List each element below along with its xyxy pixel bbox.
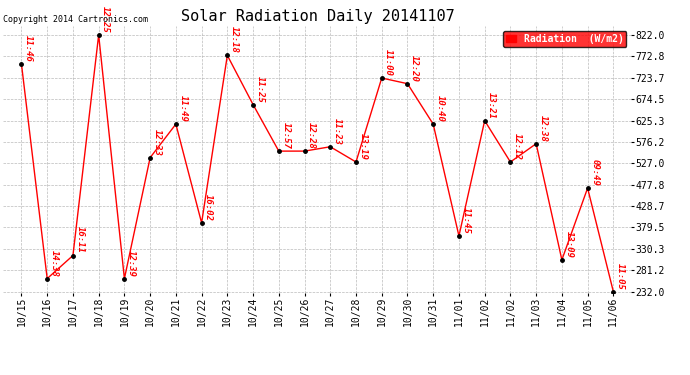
Text: 12:57: 12:57 xyxy=(282,122,290,149)
Text: 16:02: 16:02 xyxy=(204,194,213,221)
Text: 12:33: 12:33 xyxy=(152,129,161,156)
Text: 12:39: 12:39 xyxy=(127,249,136,276)
Text: Copyright 2014 Cartronics.com: Copyright 2014 Cartronics.com xyxy=(3,15,148,24)
Text: 16:11: 16:11 xyxy=(75,226,84,254)
Text: 12:12: 12:12 xyxy=(513,133,522,160)
Text: 11:49: 11:49 xyxy=(179,95,188,122)
Text: 12:28: 12:28 xyxy=(307,122,316,149)
Text: 10:40: 10:40 xyxy=(436,95,445,122)
Text: 11:25: 11:25 xyxy=(255,75,265,102)
Text: 12:25: 12:25 xyxy=(101,6,110,33)
Text: 09:49: 09:49 xyxy=(590,159,599,186)
Text: 13:21: 13:21 xyxy=(487,92,496,118)
Text: 11:46: 11:46 xyxy=(24,35,33,62)
Text: 11:05: 11:05 xyxy=(616,262,625,290)
Text: 11:00: 11:00 xyxy=(384,49,393,76)
Text: 12:38: 12:38 xyxy=(539,115,548,141)
Text: 11:45: 11:45 xyxy=(462,207,471,234)
Title: Solar Radiation Daily 20141107: Solar Radiation Daily 20141107 xyxy=(181,9,454,24)
Text: 13:19: 13:19 xyxy=(359,133,368,160)
Text: 13:09: 13:09 xyxy=(564,231,573,258)
Text: 12:20: 12:20 xyxy=(410,55,419,81)
Legend: Radiation  (W/m2): Radiation (W/m2) xyxy=(503,31,627,47)
Text: 12:18: 12:18 xyxy=(230,26,239,53)
Text: 11:23: 11:23 xyxy=(333,118,342,145)
Text: 14:38: 14:38 xyxy=(50,249,59,276)
